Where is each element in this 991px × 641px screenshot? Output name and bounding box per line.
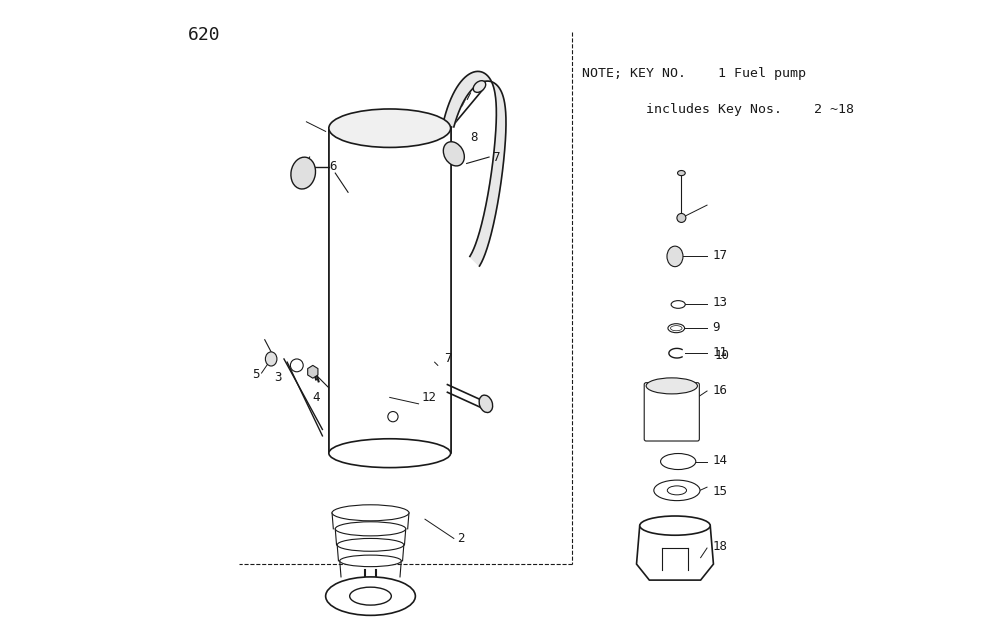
Text: NOTE; KEY NO.    1 Fuel pump: NOTE; KEY NO. 1 Fuel pump — [582, 67, 806, 80]
Ellipse shape — [350, 587, 391, 605]
Ellipse shape — [326, 577, 415, 615]
Ellipse shape — [332, 505, 409, 520]
Text: 620: 620 — [188, 26, 220, 44]
Ellipse shape — [479, 395, 493, 413]
Text: 17: 17 — [713, 249, 727, 262]
Ellipse shape — [640, 516, 711, 535]
Ellipse shape — [340, 555, 401, 567]
Text: 14: 14 — [713, 454, 727, 467]
Circle shape — [290, 359, 303, 372]
Ellipse shape — [661, 454, 696, 469]
Ellipse shape — [443, 142, 465, 166]
Ellipse shape — [678, 171, 685, 176]
Ellipse shape — [646, 378, 698, 394]
Ellipse shape — [667, 486, 687, 495]
Text: 13: 13 — [713, 296, 727, 310]
Text: 7: 7 — [444, 352, 452, 365]
Text: 8: 8 — [470, 131, 478, 144]
Ellipse shape — [266, 352, 276, 366]
Text: 10: 10 — [715, 349, 729, 362]
Ellipse shape — [474, 81, 486, 92]
Text: 15: 15 — [713, 485, 727, 498]
Ellipse shape — [337, 538, 404, 551]
Text: 11: 11 — [713, 345, 727, 359]
Ellipse shape — [335, 522, 405, 536]
Ellipse shape — [671, 326, 682, 331]
Text: 18: 18 — [713, 540, 727, 553]
Circle shape — [387, 412, 398, 422]
Text: 5: 5 — [252, 368, 260, 381]
Polygon shape — [329, 128, 451, 453]
Text: 7: 7 — [493, 151, 499, 163]
Circle shape — [677, 213, 686, 222]
Text: 2: 2 — [457, 531, 465, 545]
Ellipse shape — [329, 109, 451, 147]
Text: includes Key Nos.    2 ~18: includes Key Nos. 2 ~18 — [582, 103, 854, 115]
Polygon shape — [307, 365, 318, 378]
Ellipse shape — [671, 301, 685, 308]
Text: 12: 12 — [422, 390, 437, 404]
Text: 3: 3 — [275, 371, 281, 385]
Text: 4: 4 — [313, 390, 320, 404]
Text: 6: 6 — [329, 160, 336, 173]
Ellipse shape — [668, 324, 685, 333]
Text: 16: 16 — [713, 384, 727, 397]
FancyBboxPatch shape — [644, 383, 700, 441]
Text: 9: 9 — [713, 320, 719, 334]
Ellipse shape — [654, 480, 700, 501]
Ellipse shape — [329, 438, 451, 468]
Ellipse shape — [667, 246, 683, 267]
Polygon shape — [444, 71, 506, 266]
Ellipse shape — [291, 157, 315, 189]
